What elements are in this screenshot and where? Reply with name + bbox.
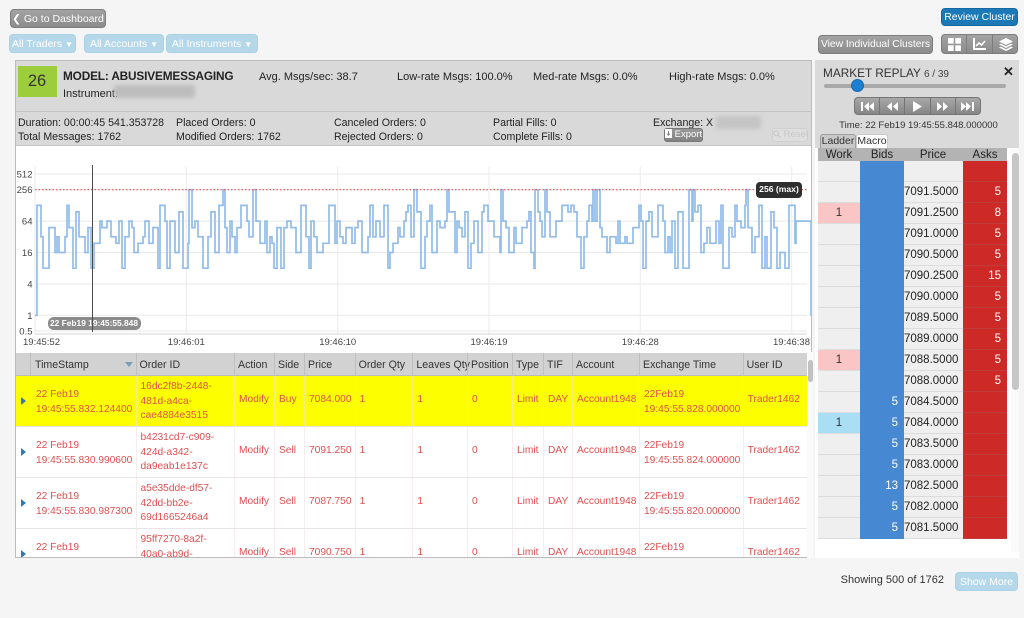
- svg-text:19:46:01: 19:46:01: [168, 337, 205, 348]
- svg-text:0.5: 0.5: [19, 327, 32, 338]
- svg-text:16: 16: [22, 248, 33, 259]
- svg-text:4: 4: [27, 280, 32, 291]
- svg-text:512: 512: [17, 170, 33, 181]
- svg-text:19:46:28: 19:46:28: [622, 337, 659, 348]
- svg-text:19:46:38: 19:46:38: [773, 337, 810, 348]
- svg-text:19:46:10: 19:46:10: [319, 337, 356, 348]
- svg-text:1: 1: [27, 311, 32, 322]
- svg-text:19:45:52: 19:45:52: [23, 337, 60, 348]
- svg-text:256: 256: [17, 185, 33, 196]
- svg-text:64: 64: [22, 217, 33, 228]
- svg-text:19:46:19: 19:46:19: [471, 337, 508, 348]
